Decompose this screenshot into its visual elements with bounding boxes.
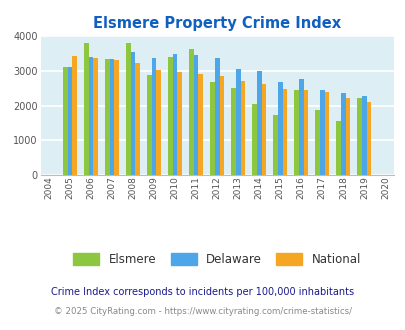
Bar — [72, 56, 77, 175]
Bar — [151, 58, 156, 175]
Bar — [198, 74, 202, 175]
Bar — [173, 54, 177, 175]
Bar — [105, 59, 109, 175]
Bar — [282, 89, 286, 175]
Bar — [130, 51, 135, 175]
Bar — [177, 72, 182, 175]
Bar — [231, 87, 235, 175]
Bar — [147, 75, 151, 175]
Bar — [210, 82, 214, 175]
Bar — [168, 57, 173, 175]
Bar — [68, 67, 72, 175]
Bar — [135, 63, 140, 175]
Text: © 2025 CityRating.com - https://www.cityrating.com/crime-statistics/: © 2025 CityRating.com - https://www.city… — [54, 307, 351, 316]
Bar — [240, 81, 245, 175]
Bar — [315, 110, 319, 175]
Legend: Elsmere, Delaware, National: Elsmere, Delaware, National — [73, 253, 360, 266]
Bar — [235, 69, 240, 175]
Bar — [63, 68, 68, 175]
Bar — [277, 82, 282, 175]
Bar — [214, 58, 219, 175]
Bar — [84, 43, 89, 175]
Bar — [109, 59, 114, 175]
Bar — [298, 79, 303, 175]
Bar — [294, 90, 298, 175]
Bar — [324, 92, 328, 175]
Bar — [361, 96, 366, 175]
Bar — [356, 98, 361, 175]
Bar — [194, 55, 198, 175]
Bar — [189, 50, 194, 175]
Bar — [261, 84, 266, 175]
Bar — [256, 71, 261, 175]
Bar — [93, 58, 98, 175]
Bar — [366, 102, 371, 175]
Bar — [340, 93, 345, 175]
Bar — [345, 98, 350, 175]
Bar — [89, 57, 93, 175]
Title: Elsmere Property Crime Index: Elsmere Property Crime Index — [93, 16, 341, 31]
Bar — [273, 115, 277, 175]
Bar — [156, 70, 161, 175]
Bar — [126, 43, 130, 175]
Text: Crime Index corresponds to incidents per 100,000 inhabitants: Crime Index corresponds to incidents per… — [51, 287, 354, 297]
Bar — [319, 90, 324, 175]
Bar — [303, 90, 307, 175]
Bar — [114, 60, 119, 175]
Bar — [336, 121, 340, 175]
Bar — [219, 76, 224, 175]
Bar — [252, 104, 256, 175]
